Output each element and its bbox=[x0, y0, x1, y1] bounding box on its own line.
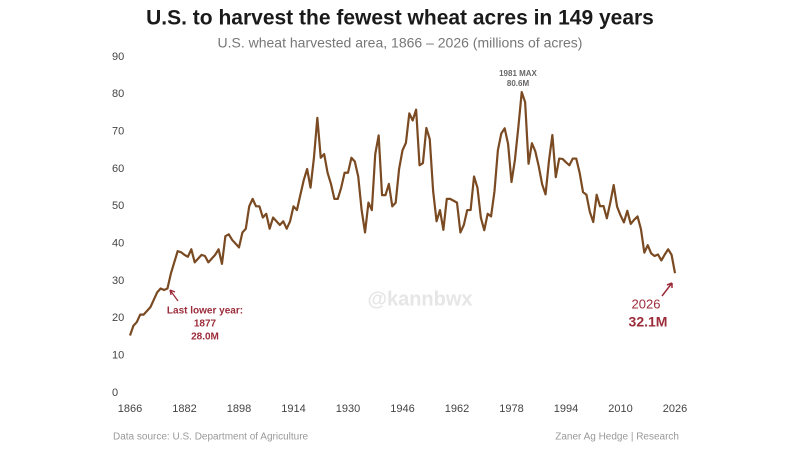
last-year: 2026 bbox=[632, 296, 661, 311]
data-line bbox=[128, 90, 677, 336]
max-value: 80.6M bbox=[507, 79, 530, 88]
x-tick-label: 1994 bbox=[554, 403, 578, 415]
x-tick-label: 1946 bbox=[390, 403, 414, 415]
x-tick-label: 2026 bbox=[663, 403, 687, 415]
arrow bbox=[661, 282, 673, 297]
y-tick-label: 40 bbox=[112, 238, 124, 250]
watermark: @kannbwx bbox=[367, 288, 472, 310]
x-tick-label: 1962 bbox=[445, 403, 469, 415]
y-tick-label: 0 bbox=[112, 387, 118, 399]
x-tick-label: 2010 bbox=[608, 403, 632, 415]
y-tick-label: 30 bbox=[112, 275, 124, 287]
x-tick-label: 1898 bbox=[227, 403, 251, 415]
arrow bbox=[169, 289, 179, 302]
chart-subtitle: U.S. wheat harvested area, 1866 – 2026 (… bbox=[218, 35, 583, 51]
y-tick-label: 60 bbox=[112, 163, 124, 175]
x-tick-label: 1978 bbox=[499, 403, 523, 415]
source: Data source: U.S. Department of Agricult… bbox=[113, 432, 309, 443]
x-tick-label: 1914 bbox=[281, 403, 305, 415]
max-label: 1981 MAX bbox=[499, 69, 537, 78]
last-value: 32.1M bbox=[629, 314, 668, 330]
y-tick-label: 90 bbox=[112, 51, 124, 63]
x-tick-label: 1866 bbox=[118, 403, 142, 415]
credit: Zaner Ag Hedge | Research bbox=[555, 432, 679, 443]
y-tick-label: 50 bbox=[112, 200, 124, 212]
low-value: 28.0M bbox=[191, 332, 219, 343]
low-intro: Last lower year: bbox=[167, 306, 243, 317]
y-tick-label: 10 bbox=[112, 350, 124, 362]
y-tick-label: 20 bbox=[112, 312, 124, 324]
low-year: 1877 bbox=[194, 319, 217, 330]
y-tick-label: 80 bbox=[112, 88, 124, 100]
y-tick-label: 70 bbox=[112, 126, 124, 138]
x-tick-label: 1930 bbox=[336, 403, 360, 415]
chart-title: U.S. to harvest the fewest wheat acres i… bbox=[146, 7, 654, 30]
x-tick-label: 1882 bbox=[172, 403, 196, 415]
